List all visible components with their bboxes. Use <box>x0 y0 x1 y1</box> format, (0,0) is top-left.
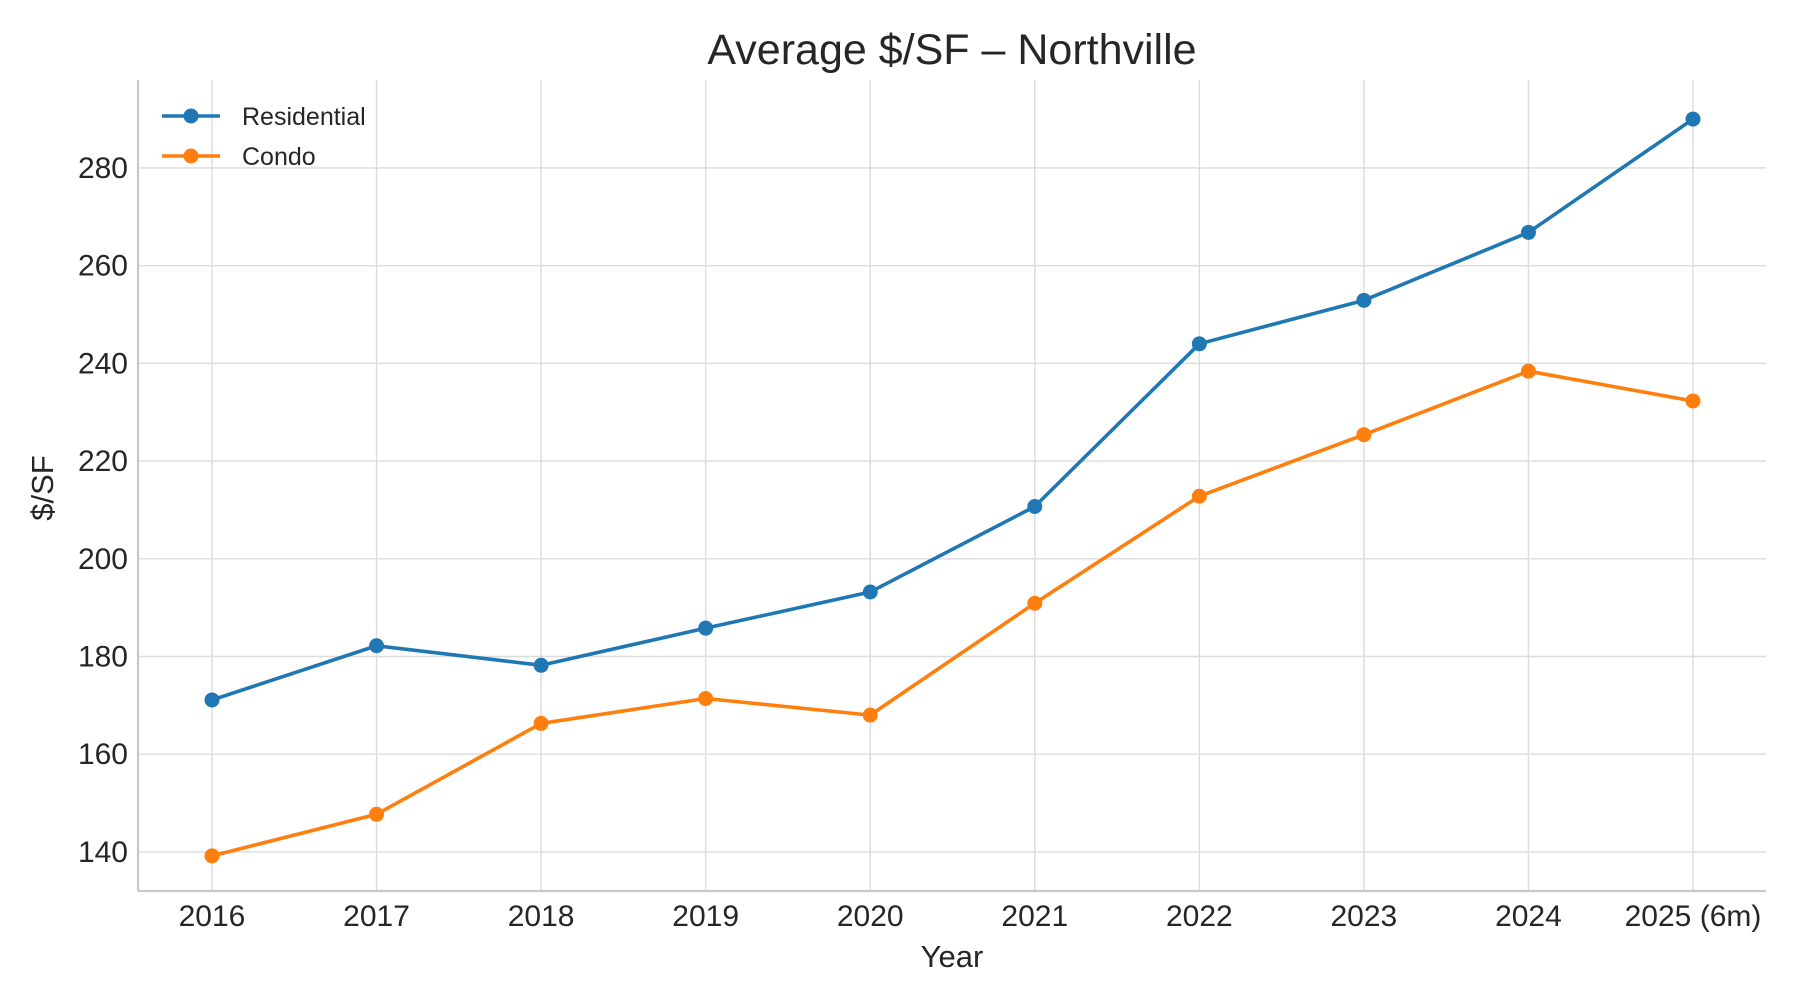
residential-point <box>369 638 385 654</box>
condo-point <box>1191 488 1207 504</box>
residential-point <box>1685 111 1701 127</box>
x-tick-label: 2019 <box>672 900 739 933</box>
legend-label-condo: Condo <box>242 143 316 171</box>
condo-point <box>698 691 714 707</box>
residential-point <box>1520 224 1536 240</box>
y-tick-label: 240 <box>78 347 128 380</box>
x-tick-label: 2024 <box>1495 900 1562 933</box>
legend-marker-residential <box>183 108 199 124</box>
condo-point <box>1685 393 1701 409</box>
legend-marker-condo <box>183 148 199 164</box>
residential-point <box>533 657 549 673</box>
condo-point <box>533 715 549 731</box>
condo-series-line <box>210 369 1695 858</box>
series-layer <box>204 111 1701 864</box>
x-tick-label: 2025 (6m) <box>1625 900 1762 933</box>
y-axis-title: $/SF <box>25 455 60 520</box>
legend: Residential Condo <box>162 103 366 171</box>
y-tick-label: 280 <box>78 152 128 185</box>
condo-point <box>1520 363 1536 379</box>
residential-point <box>862 584 878 600</box>
grid <box>138 80 1766 891</box>
x-tick-label: 2023 <box>1331 900 1398 933</box>
y-tick-label: 160 <box>78 738 128 771</box>
residential-point <box>1356 292 1372 308</box>
x-tick-label: 2020 <box>837 900 904 933</box>
residential-point <box>1027 499 1043 515</box>
legend-label-residential: Residential <box>242 103 366 131</box>
y-tick-label: 200 <box>78 543 128 576</box>
x-tick-label: 2016 <box>179 900 246 933</box>
residential-point <box>204 692 220 708</box>
condo-point <box>204 848 220 864</box>
y-tick-label: 140 <box>78 836 128 869</box>
x-tick-label: 2018 <box>508 900 575 933</box>
axes: 2016 2017 2018 2019 2020 2021 2022 2023 2024 2025… <box>78 80 1766 933</box>
x-axis-title: Year <box>921 939 984 974</box>
x-tick-label: 2022 <box>1166 900 1233 933</box>
condo-point <box>1027 595 1043 611</box>
condo-point <box>862 707 878 723</box>
chart-title: Average $/SF – Northville <box>707 26 1196 74</box>
residential-series-line <box>210 117 1695 702</box>
residential-point <box>698 620 714 636</box>
x-tick-label: 2021 <box>1001 900 1068 933</box>
y-tick-label: 220 <box>78 445 128 478</box>
condo-point <box>369 806 385 822</box>
x-tick-label: 2017 <box>343 900 410 933</box>
y-tick-label: 260 <box>78 250 128 283</box>
y-tick-label: 180 <box>78 640 128 673</box>
condo-point <box>1356 427 1372 443</box>
residential-point <box>1191 336 1207 352</box>
